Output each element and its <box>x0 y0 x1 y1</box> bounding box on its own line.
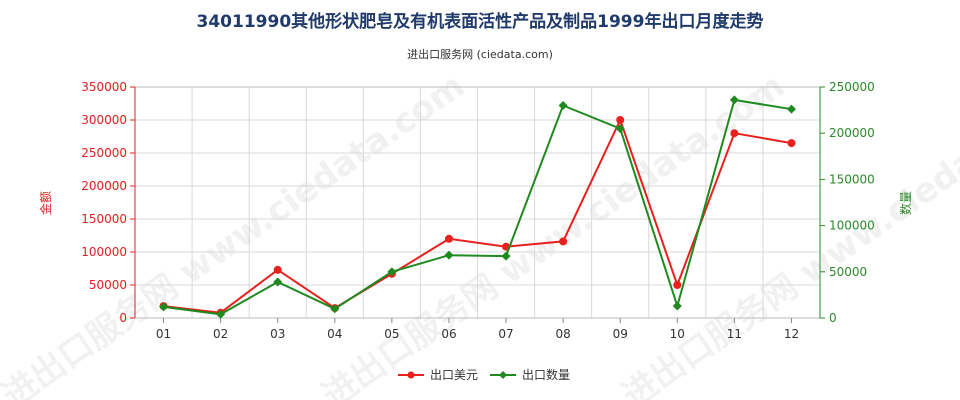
legend-swatch-marker <box>499 371 507 379</box>
x-tick-label: 02 <box>213 327 228 341</box>
data-point <box>387 267 397 277</box>
data-point <box>616 116 625 124</box>
x-axis-ticks: 01 02 03 04 05 06 07 08 09 10 11 12 <box>156 318 799 341</box>
x-tick-label: 06 <box>441 327 456 341</box>
chart-subtitle: 进出口服务网 (ciedata.com) <box>407 47 553 61</box>
data-point <box>729 95 739 105</box>
left-axis-ticks: 0 50000 100000 150000 200000 250000 300000 3500… <box>81 80 135 325</box>
right-axis-title: 数量 <box>898 191 913 215</box>
right-tick-label: 100000 <box>829 219 875 233</box>
legend: 出口美元 出口数量 <box>398 367 570 382</box>
left-tick-label: 0 <box>119 311 127 325</box>
data-point <box>558 100 568 110</box>
legend-item: 出口数量 <box>490 367 570 382</box>
data-point <box>730 129 739 138</box>
data-point <box>273 265 282 274</box>
left-axis-title: 金额 <box>38 191 53 215</box>
x-tick-label: 01 <box>156 327 171 341</box>
left-tick-label: 50000 <box>89 278 127 292</box>
legend-label: 出口美元 <box>430 368 478 382</box>
left-tick-label: 150000 <box>81 212 127 226</box>
x-tick-label: 09 <box>613 327 628 341</box>
data-point <box>672 301 682 311</box>
data-point <box>615 124 625 134</box>
left-tick-label: 250000 <box>81 146 127 160</box>
data-point <box>273 277 283 287</box>
data-point <box>787 139 796 148</box>
series-line <box>163 98 792 316</box>
legend-item: 出口美元 <box>398 368 478 382</box>
x-tick-label: 07 <box>498 327 513 341</box>
series-line <box>163 117 792 314</box>
watermark-text: 进出口服务网 www.ciedata.com <box>615 66 960 400</box>
right-tick-label: 250000 <box>829 80 875 94</box>
left-tick-label: 300000 <box>81 113 127 127</box>
x-tick-label: 11 <box>727 327 742 341</box>
x-tick-label: 10 <box>670 327 685 341</box>
left-tick-label: 200000 <box>81 179 127 193</box>
data-point <box>330 304 340 314</box>
left-tick-label: 350000 <box>81 80 127 94</box>
data-point <box>673 281 682 289</box>
x-tick-label: 04 <box>327 327 342 341</box>
x-tick-label: 08 <box>555 327 570 341</box>
data-point <box>159 302 169 312</box>
series-2 <box>159 95 796 319</box>
data-point <box>216 309 226 319</box>
series-layer <box>159 95 796 319</box>
data-point <box>444 234 453 243</box>
right-tick-label: 50000 <box>829 265 867 279</box>
right-tick-label: 0 <box>829 311 837 325</box>
right-tick-label: 200000 <box>829 126 875 140</box>
x-tick-label: 12 <box>784 327 799 341</box>
left-tick-label: 100000 <box>81 245 127 259</box>
x-tick-label: 05 <box>384 327 399 341</box>
x-tick-label: 03 <box>270 327 285 341</box>
legend-swatch-marker <box>407 371 415 379</box>
data-point <box>501 251 511 261</box>
right-tick-label: 150000 <box>829 172 875 186</box>
chart-title: 34011990其他形状肥皂及有机表面活性产品及制品1999年出口月度走势 <box>197 11 764 32</box>
legend-label: 出口数量 <box>522 367 570 382</box>
right-axis-ticks: 0 50000 100000 150000 200000 250000 <box>820 80 875 325</box>
data-point <box>444 250 454 260</box>
data-point <box>786 104 796 114</box>
data-point <box>559 237 568 246</box>
